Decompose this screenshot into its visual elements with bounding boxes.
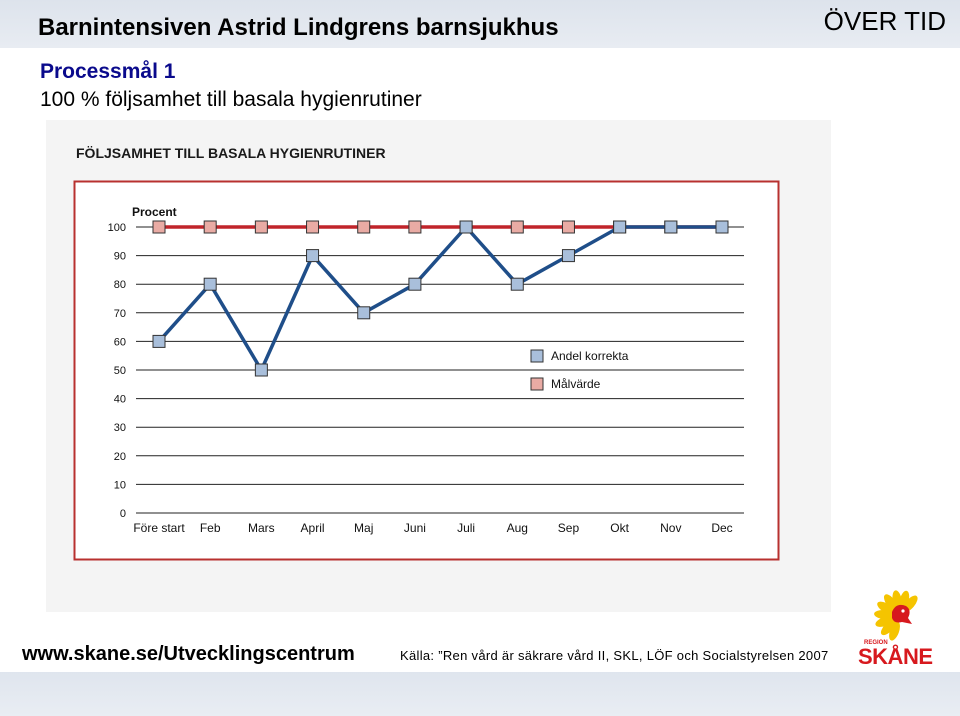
line-chart: FÖLJSAMHET TILL BASALA HYGIENRUTINER 0 10 2… [73, 145, 780, 561]
logo-petal [875, 616, 895, 627]
x-tick-label: Juni [404, 521, 426, 535]
x-tick-label: Okt [610, 521, 629, 535]
data-point [254, 363, 268, 377]
x-tick-label: Nov [660, 521, 681, 535]
y-tick-label: 20 [114, 451, 126, 463]
y-tick-label: 90 [114, 251, 126, 263]
x-tick-label: Maj [354, 521, 373, 535]
data-point [152, 220, 166, 234]
region-skane-logo: REGION SKÅNE [852, 590, 942, 668]
data-point [203, 277, 217, 291]
data-point [152, 334, 166, 348]
logo-emblem [874, 590, 918, 641]
logo-petal [877, 601, 896, 615]
over-tid-label: ÖVER TID [823, 6, 946, 36]
chart-image: FÖLJSAMHET TILL BASALA HYGIENRUTINER 0 10 2… [46, 120, 831, 612]
logo-eye [901, 609, 905, 613]
x-tick-label: Sep [558, 521, 580, 535]
y-tick-label: 30 [114, 422, 126, 434]
y-tick-label: 80 [114, 279, 126, 291]
y-tick-label: 50 [114, 365, 126, 377]
y-tick-label: 10 [114, 479, 126, 491]
x-tick-label: Feb [200, 521, 221, 535]
y-tick-label: 40 [114, 394, 126, 406]
y-tick-label: 100 [108, 222, 126, 234]
legend-label: Andel korrekta [551, 349, 629, 363]
data-point [254, 220, 268, 234]
legend-marker [530, 349, 544, 363]
description: 100 % följsamhet till basala hygienrutin… [40, 88, 422, 111]
footer-band [0, 672, 960, 716]
slide-title: Barnintensiven Astrid Lindgrens barnsjuk… [38, 14, 559, 41]
y-tick-label: 0 [120, 508, 126, 520]
x-tick-label: April [301, 521, 325, 535]
data-point [459, 220, 473, 234]
x-tick-label: Före start [133, 521, 185, 535]
chart-title: FÖLJSAMHET TILL BASALA HYGIENRUTINER [76, 145, 386, 161]
x-tick-label: Juli [457, 521, 475, 535]
logo-name-text: SKÅNE [858, 643, 933, 668]
logo-region-text: REGION [864, 640, 888, 646]
data-point [510, 277, 524, 291]
logo-petal [880, 619, 897, 636]
header-band [0, 0, 960, 48]
x-tick-label: Dec [711, 521, 732, 535]
data-point [561, 249, 575, 263]
data-point [664, 220, 678, 234]
x-tick-label: Mars [248, 521, 275, 535]
legend-marker [530, 377, 544, 391]
footer-source: Källa: ”Ren vård är säkrare vård II, SKL… [400, 648, 829, 663]
data-point [408, 277, 422, 291]
subtitle: Processmål 1 [40, 60, 176, 83]
series-line [157, 225, 722, 372]
data-point [357, 220, 371, 234]
data-point [613, 220, 627, 234]
footer-url: www.skane.se/Utvecklingscentrum [22, 643, 355, 665]
data-point [357, 306, 371, 320]
data-point [561, 220, 575, 234]
data-point [408, 220, 422, 234]
data-point [715, 220, 729, 234]
logo-griffin-head [892, 604, 912, 624]
data-point [510, 220, 524, 234]
y-tick-label: 60 [114, 336, 126, 348]
data-point [306, 220, 320, 234]
x-tick-label: Aug [507, 521, 528, 535]
y-tick-label: 70 [114, 308, 126, 320]
logo-petal [884, 594, 898, 612]
data-point [203, 220, 217, 234]
legend-label: Målvärde [551, 377, 601, 391]
data-point [306, 249, 320, 263]
y-axis-label: Procent [132, 205, 177, 219]
